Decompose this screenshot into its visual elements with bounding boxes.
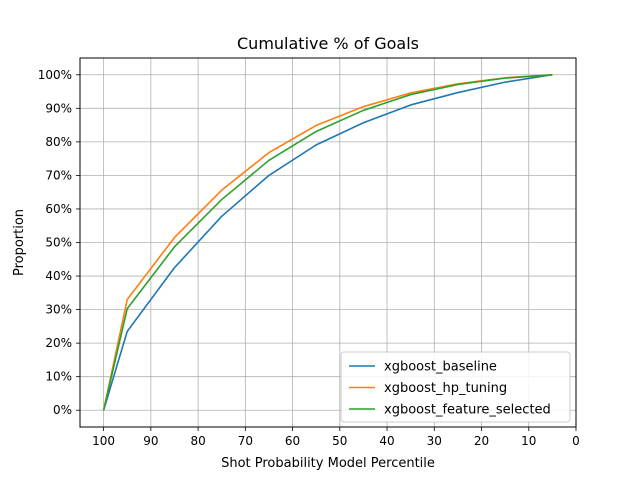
y-tick-label: 90% [45,101,72,115]
x-tick-label: 100 [92,434,115,448]
y-tick-label: 30% [45,303,72,317]
y-tick-label: 70% [45,168,72,182]
x-tick-label: 80 [190,434,205,448]
x-axis-label: Shot Probability Model Percentile [221,456,435,471]
y-tick-label: 20% [45,336,72,350]
x-tick-label: 90 [143,434,158,448]
x-tick-label: 60 [285,434,300,448]
x-axis-ticks: 100 90 80 70 60 50 40 30 20 10 0 [92,427,580,448]
x-tick-label: 30 [427,434,442,448]
chart-title: Cumulative % of Goals [237,34,419,53]
x-tick-label: 10 [521,434,536,448]
x-tick-label: 70 [238,434,253,448]
y-axis-label: Proportion [12,209,27,276]
y-tick-label: 100% [38,68,72,82]
y-tick-label: 0% [53,403,72,417]
y-tick-label: 60% [45,202,72,216]
x-tick-label: 20 [474,434,489,448]
legend-box [340,351,571,423]
y-tick-label: 40% [45,269,72,283]
series-lines [102,73,553,411]
y-tick-label: 10% [45,370,72,384]
series-line-xgboost-feature-selected [102,73,553,411]
y-tick-label: 50% [45,236,72,250]
x-tick-label: 50 [332,434,347,448]
legend-entry-label: xgboost_baseline [384,360,497,375]
legend-entry-label: xgboost_hp_tuning [384,381,507,396]
y-tick-label: 80% [45,135,72,149]
legend-entry-label: xgboost_feature_selected [384,403,551,418]
y-axis-ticks: 0% 10% 20% 30% 40% 50% 60% 70% 80% 90% 100% [38,68,80,417]
series-line-xgboost-baseline [102,73,553,411]
legend: xgboost_baseline xgboost_hp_tuningxgboost… [340,351,571,423]
x-tick-label: 40 [379,434,394,448]
x-tick-label: 0 [572,434,580,448]
